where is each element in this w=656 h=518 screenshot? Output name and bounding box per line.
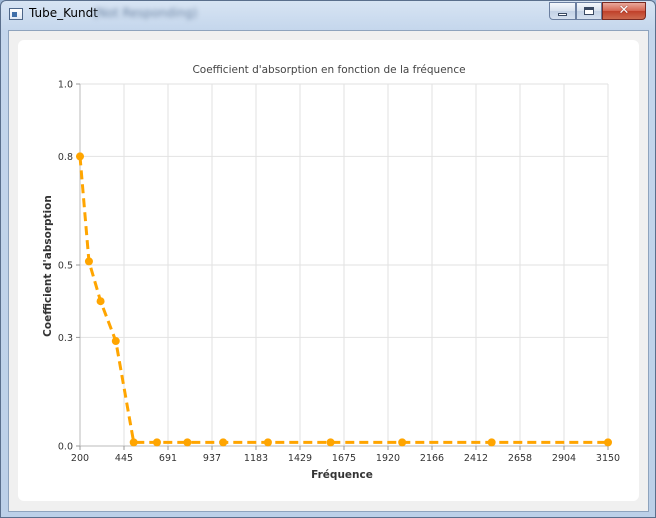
y-tick-label: 0.8 [58,152,73,163]
x-tick-label: 200 [71,453,89,464]
maximize-icon [584,7,594,15]
data-point [76,152,84,161]
x-tick-label: 3150 [596,453,620,464]
x-tick-label: 1675 [332,453,356,464]
y-tick-label: 0.5 [58,261,73,272]
x-tick-label: 2166 [420,453,444,464]
x-tick-label: 2658 [508,453,532,464]
data-point [84,257,93,266]
app-icon [9,8,23,20]
data-point [152,438,161,447]
window-title-status: (Not Responding) [93,6,198,20]
data-point [604,438,612,447]
x-tick-label: 1920 [376,453,400,464]
x-tick-label: 2904 [552,453,576,464]
data-point [263,438,272,447]
maximize-button[interactable] [576,2,602,20]
client-area: Coefficient d'absorption en fonction de … [8,30,649,512]
data-point [129,438,138,447]
window-title: Tube_Kundt [29,6,98,20]
chart-grid [80,83,609,447]
close-button[interactable]: ✕ [602,2,646,20]
y-tick-label: 1.0 [58,80,73,91]
chart-title: Coefficient d'absorption en fonction de … [192,64,465,76]
minimize-button[interactable] [549,2,576,20]
close-icon: ✕ [618,3,630,18]
y-axis-label: Coefficient d'absorption [42,195,54,337]
x-axis-label: Fréquence [311,469,373,481]
minimize-icon [558,12,567,16]
x-tick-label: 937 [203,453,221,464]
data-point [96,297,105,306]
x-axis-ticks: 200 445 691 937 1183 1429 1675 1920 2166 2412 2658… [71,446,620,464]
y-axis-ticks: 0.0 0.3 0.5 0.8 1.0 [58,80,80,453]
absorption-chart: Coefficient d'absorption en fonction de … [42,64,620,481]
x-tick-label: 1429 [288,453,312,464]
data-point [487,438,496,447]
chart-view: Coefficient d'absorption en fonction de … [18,40,639,501]
data-point [183,438,192,447]
y-tick-label: 0.3 [58,333,73,344]
data-point [398,438,407,447]
x-tick-label: 691 [159,453,177,464]
x-tick-label: 1183 [244,453,268,464]
y-tick-label: 0.0 [58,442,73,453]
data-point [219,438,228,447]
x-tick-label: 2412 [464,453,488,464]
data-point [326,438,335,447]
chart-series [76,152,612,447]
data-point [111,337,120,346]
title-bar[interactable]: Tube_Kundt (Not Responding) ✕ [1,1,655,29]
x-tick-label: 445 [115,453,133,464]
